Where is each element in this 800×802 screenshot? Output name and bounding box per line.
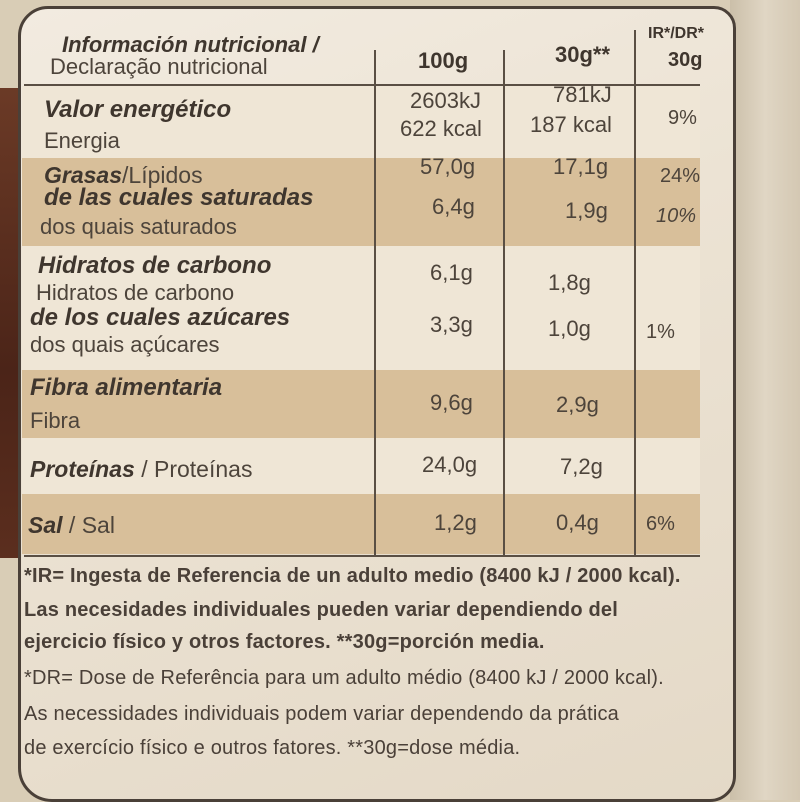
header-col-ir-30g: 30g — [668, 49, 703, 71]
footnote-pt-3: de exercício físico e outros fatores. **… — [24, 737, 521, 759]
row-sugars-label-pt: dos quais açúcares — [30, 332, 220, 357]
package-fold-shadow — [730, 0, 800, 800]
row-carbs-label-pt: Hidratos de carbono — [36, 280, 235, 305]
row-energy-30g-kj: 781kJ — [553, 82, 612, 107]
row-energy-label-es: Valor energético — [44, 96, 232, 123]
footnote-es-2: Las necesidades individuales pueden vari… — [24, 599, 619, 621]
row-energy-label-pt: Energia — [44, 128, 120, 153]
table-bottom-rule — [24, 555, 700, 557]
row-fat-label: Grasas/Lípidos — [44, 162, 203, 188]
row-fat-band — [22, 158, 700, 198]
row-carbs-label-es: Hidratos de carbono — [38, 252, 272, 279]
row-carbs-band — [22, 246, 700, 308]
row-energy-100g-kcal: 622 kcal — [400, 116, 482, 141]
row-salt-100g: 1,2g — [434, 510, 477, 535]
footnote-pt-2: As necessidades individuais podem variar… — [24, 703, 619, 725]
row-saturated-label-pt: dos quais saturados — [40, 214, 237, 239]
row-fat-30g: 17,1g — [553, 154, 609, 179]
row-saturated-band — [22, 198, 700, 246]
header-title-pt: Declaração nutricional — [50, 54, 268, 79]
row-sugars-ir: 1% — [646, 321, 675, 343]
row-fat-100g: 57,0g — [420, 154, 476, 179]
row-carbs-30g: 1,8g — [548, 270, 591, 295]
row-fiber-label-es: Fibra alimentaria — [30, 374, 223, 401]
row-fiber-30g: 2,9g — [556, 392, 599, 417]
row-saturated-ir: 10% — [656, 205, 697, 227]
package-edge — [0, 88, 22, 558]
row-sugars-30g: 1,0g — [548, 316, 591, 341]
header-title-es: Información nutricional / — [62, 32, 319, 57]
col-divider-3 — [634, 30, 636, 555]
row-fiber-100g: 9,6g — [430, 390, 473, 415]
row-saturated-label-es: de las cuales saturadas — [44, 184, 314, 211]
row-energy-ir: 9% — [668, 107, 697, 129]
row-fat-ir: 24% — [660, 165, 701, 187]
row-protein-100g: 24,0g — [422, 452, 478, 477]
row-protein-label: Proteínas / Proteínas — [30, 456, 253, 482]
header-col-30g: 30g** — [555, 42, 611, 67]
row-sugars-label-es: de los cuales azúcares — [30, 304, 291, 331]
row-protein-band — [22, 438, 700, 494]
header-rule — [24, 84, 700, 86]
footnote-es-3: ejercicio físico y otros factores. **30g… — [24, 631, 545, 653]
row-energy-band — [22, 86, 700, 158]
row-salt-band — [22, 494, 700, 554]
row-sugars-100g: 3,3g — [430, 312, 473, 337]
col-divider-1 — [374, 50, 376, 555]
row-fiber-band — [22, 370, 700, 438]
row-saturated-100g: 6,4g — [432, 194, 475, 219]
row-saturated-30g: 1,9g — [565, 198, 608, 223]
row-salt-ir: 6% — [646, 513, 675, 535]
row-energy-30g-kcal: 187 kcal — [530, 112, 612, 137]
col-divider-2 — [503, 50, 505, 555]
footnote-es-1: *IR= Ingesta de Referencia de un adulto … — [24, 565, 681, 587]
header-col-ir: IR*/DR* — [648, 25, 705, 42]
row-energy-100g-kj: 2603kJ — [410, 88, 481, 113]
footnote-pt-1: *DR= Dose de Referência para um adulto m… — [24, 667, 664, 689]
row-salt-label: Sal / Sal — [28, 512, 115, 538]
row-carbs-100g: 6,1g — [430, 260, 473, 285]
row-salt-30g: 0,4g — [556, 510, 599, 535]
row-protein-30g: 7,2g — [560, 454, 603, 479]
row-fiber-label-pt: Fibra — [30, 408, 81, 433]
header-col-100g: 100g — [418, 48, 469, 73]
row-sugars-band — [22, 308, 700, 370]
